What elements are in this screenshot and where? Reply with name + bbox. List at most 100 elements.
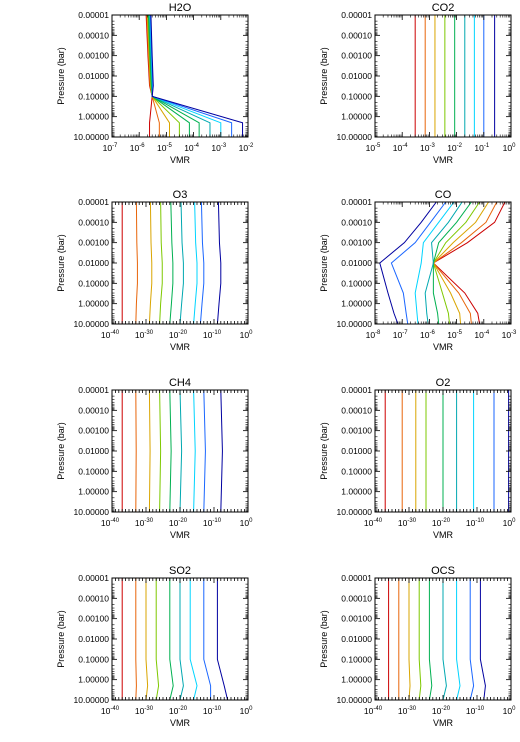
- y-axis-label: Pressure (bar): [319, 422, 329, 480]
- x-tick-label: 10-20: [432, 518, 451, 528]
- x-tick-label: 10-40: [101, 706, 120, 716]
- x-tick-label: 10-1: [474, 143, 489, 153]
- x-tick-label: 10-20: [432, 706, 451, 716]
- series-line: [428, 578, 433, 700]
- x-tick-label: 10-7: [103, 143, 118, 153]
- y-tick-label: 0.00001: [78, 573, 109, 583]
- x-axis-label: VMR: [433, 342, 454, 352]
- y-tick-label: 0.00100: [78, 51, 109, 61]
- x-tick-label: 100: [503, 518, 516, 528]
- y-tick-label: 0.10000: [341, 278, 372, 288]
- plot-frame: [374, 14, 512, 138]
- x-tick-label: 10-40: [364, 518, 383, 528]
- y-tick-label: 1.00000: [341, 112, 372, 122]
- series-line: [220, 390, 223, 512]
- y-axis-label: Pressure (bar): [319, 47, 329, 105]
- y-tick-label: 10.00000: [337, 319, 373, 329]
- y-tick-label: 10.00000: [74, 319, 110, 329]
- series-line: [135, 578, 137, 700]
- y-tick-label: 0.01000: [78, 71, 109, 81]
- y-tick-label: 0.01000: [78, 446, 109, 456]
- x-tick-label: 10-3: [211, 143, 226, 153]
- series-line: [432, 202, 498, 324]
- series-line: [408, 578, 411, 700]
- x-tick-label: 10-3: [502, 330, 517, 340]
- series-line: [193, 390, 196, 512]
- x-tick-label: 10-30: [135, 706, 154, 716]
- y-tick-label: 0.00100: [341, 614, 372, 624]
- y-tick-label: 0.00001: [341, 197, 372, 207]
- y-tick-label: 0.00100: [78, 238, 109, 248]
- series-line: [149, 15, 222, 137]
- series-group: [145, 15, 244, 137]
- series-line: [203, 390, 206, 512]
- x-tick-label: 10-7: [393, 330, 408, 340]
- x-tick-label: 100: [240, 518, 253, 528]
- series-line: [390, 202, 447, 324]
- x-tick-label: 10-20: [169, 518, 188, 528]
- y-tick-label: 10.00000: [337, 132, 373, 142]
- series-line: [216, 202, 222, 324]
- y-axis-label: Pressure (bar): [319, 610, 329, 668]
- series-line: [169, 202, 174, 324]
- x-tick-label: 10-4: [393, 143, 408, 153]
- y-tick-label: 0.10000: [341, 91, 372, 101]
- y-tick-label: 0.01000: [341, 446, 372, 456]
- x-tick-label: 10-40: [101, 518, 120, 528]
- x-tick-label: 10-3: [420, 143, 435, 153]
- x-tick-label: 10-5: [447, 330, 462, 340]
- series-line: [199, 202, 205, 324]
- x-tick-label: 10-30: [398, 706, 417, 716]
- series-line: [193, 202, 198, 324]
- y-tick-label: 10.00000: [74, 507, 110, 517]
- y-tick-label: 0.00010: [341, 405, 372, 415]
- y-tick-label: 0.00100: [78, 426, 109, 436]
- x-tick-label: 10-6: [420, 330, 435, 340]
- series-line: [432, 202, 490, 324]
- x-tick-label: 10-2: [239, 143, 254, 153]
- series-line: [150, 15, 244, 137]
- x-tick-label: 10-5: [157, 143, 172, 153]
- y-axis-label: Pressure (bar): [56, 47, 66, 105]
- y-tick-label: 0.10000: [341, 654, 372, 664]
- y-tick-label: 0.00100: [341, 51, 372, 61]
- x-tick-label: 100: [503, 706, 516, 716]
- x-tick-label: 10-40: [364, 706, 383, 716]
- series-line: [469, 578, 475, 700]
- series-line: [216, 578, 229, 700]
- series-line: [179, 578, 184, 700]
- y-tick-label: 0.00010: [78, 405, 109, 415]
- y-tick-label: 0.01000: [341, 71, 372, 81]
- y-tick-label: 1.00000: [341, 487, 372, 497]
- panel-ch4: 0.00001 0.00010 0.00100 0.01000 0.10000 1.000…: [56, 377, 253, 540]
- series-line: [169, 578, 174, 700]
- series-line: [135, 202, 138, 324]
- series-line: [418, 578, 422, 700]
- y-tick-label: 0.00010: [341, 217, 372, 227]
- series-line: [148, 202, 153, 324]
- x-tick-label: 100: [240, 706, 253, 716]
- y-tick-label: 0.00010: [78, 30, 109, 40]
- y-tick-label: 0.00010: [341, 593, 372, 603]
- y-tick-label: 10.00000: [337, 695, 373, 705]
- x-tick-label: 10-10: [203, 518, 222, 528]
- x-tick-label: 100: [240, 330, 253, 340]
- y-tick-label: 1.00000: [341, 299, 372, 309]
- x-axis-label: VMR: [170, 155, 191, 165]
- x-axis-label: VMR: [170, 718, 191, 728]
- y-tick-label: 0.10000: [78, 654, 109, 664]
- y-tick-label: 10.00000: [337, 507, 373, 517]
- panel-ocs: 0.00001 0.00010 0.00100 0.01000 0.10000 1.000…: [319, 565, 516, 728]
- x-tick-label: 10-4: [184, 143, 199, 153]
- y-tick-label: 10.00000: [74, 132, 110, 142]
- series-group: [121, 202, 222, 324]
- series-line: [414, 202, 455, 324]
- x-tick-label: 10-30: [135, 518, 154, 528]
- y-tick-label: 0.10000: [78, 466, 109, 476]
- x-tick-label: 100: [503, 143, 516, 153]
- y-tick-label: 0.10000: [78, 278, 109, 288]
- y-axis-label: Pressure (bar): [56, 234, 66, 292]
- y-tick-label: 1.00000: [78, 675, 109, 685]
